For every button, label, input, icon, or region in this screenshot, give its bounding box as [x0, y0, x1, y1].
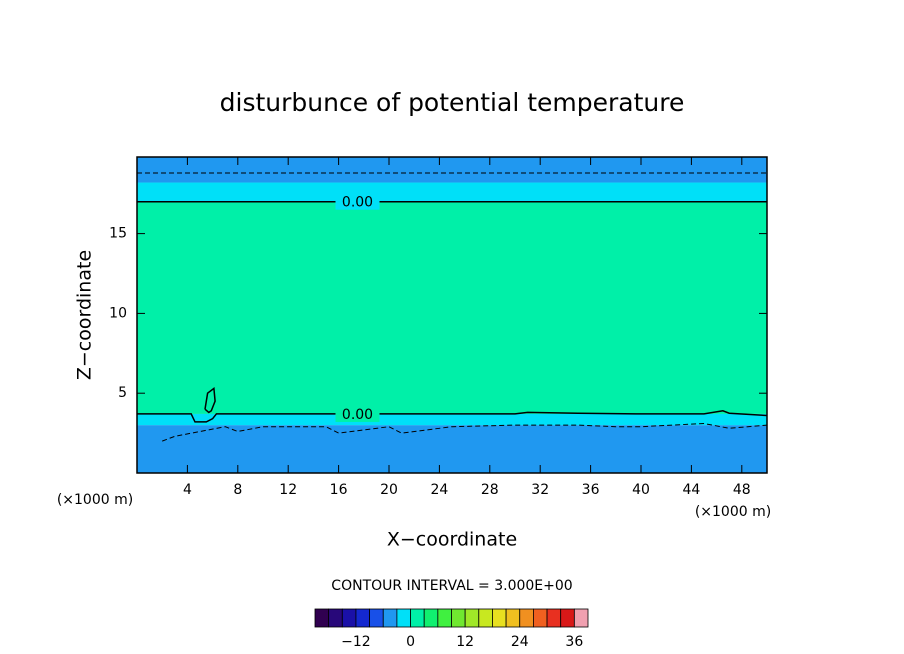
y-tick-label: 5	[118, 385, 127, 401]
x-tick-label: 16	[330, 482, 348, 498]
x-tick-label: 8	[233, 482, 242, 498]
contour-label-bg	[335, 405, 380, 422]
plot-frame	[136, 156, 768, 474]
colorbar-tick-label: −12	[341, 634, 371, 650]
x-tick-label: 44	[682, 482, 700, 498]
contour-label: 0.00	[342, 195, 373, 211]
colorbar-box	[533, 608, 548, 628]
colorbar-box	[505, 608, 521, 628]
contour-line	[162, 422, 768, 442]
x-tick-label: 48	[733, 482, 751, 498]
field-band	[137, 425, 767, 473]
contour-line	[137, 410, 768, 423]
x-tick-label: 36	[582, 482, 600, 498]
field-band	[137, 157, 767, 183]
field-band	[137, 182, 767, 202]
colorbar-tick-label: 12	[456, 634, 474, 650]
colorbar-box	[478, 608, 493, 628]
y-axis-label: Z−coordinate	[74, 250, 96, 380]
contour-line	[204, 386, 216, 414]
field-band	[137, 413, 767, 426]
colorbar-box	[355, 608, 371, 628]
colorbar-box	[573, 608, 589, 628]
contour-label-bg	[335, 193, 380, 210]
x-tick-label: 32	[531, 482, 549, 498]
colorbar-box	[423, 608, 439, 628]
contour-interval: CONTOUR INTERVAL = 3.000E+00	[331, 578, 572, 594]
colorbar-box	[341, 608, 357, 628]
x-unit: (×1000 m)	[695, 504, 771, 520]
x-tick-label: 4	[183, 482, 192, 498]
x-tick-label: 24	[430, 482, 448, 498]
x-tick-label: 12	[279, 482, 297, 498]
colorbar-tick-label: 36	[565, 634, 583, 650]
colorbar-box	[314, 608, 330, 628]
chart-title: disturbunce of potential temperature	[220, 88, 685, 117]
colorbar-box	[396, 608, 411, 628]
colorbar-tick-label: 0	[406, 634, 415, 650]
colorbar-box	[437, 608, 452, 628]
colorbar-box	[546, 608, 562, 628]
y-tick-label: 15	[109, 226, 127, 242]
colorbar-box	[410, 608, 425, 628]
colorbar-box	[451, 608, 466, 628]
colorbar-box	[560, 608, 575, 628]
colorbar-box	[369, 608, 384, 628]
y-tick-label: 10	[109, 305, 127, 321]
y-unit: (×1000 m)	[57, 492, 133, 508]
x-tick-label: 28	[481, 482, 499, 498]
colorbar-box	[492, 608, 507, 628]
colorbar-tick-label: 24	[511, 634, 529, 650]
x-tick-label: 40	[632, 482, 650, 498]
x-axis-label: X−coordinate	[387, 529, 517, 551]
colorbar-box	[382, 608, 398, 628]
colorbar-box	[328, 608, 343, 628]
colorbar-box	[519, 608, 534, 628]
field-band	[137, 201, 767, 414]
x-tick-label: 20	[380, 482, 398, 498]
colorbar-box	[464, 608, 480, 628]
contour-label: 0.00	[342, 407, 373, 423]
